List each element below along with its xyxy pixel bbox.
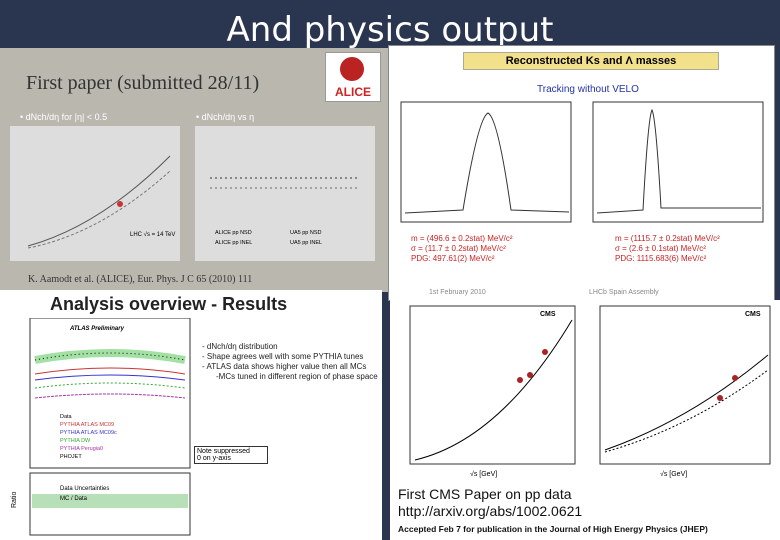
result: PDG: 1115.683(6) MeV/c² bbox=[615, 254, 707, 263]
plot-frame bbox=[409, 305, 576, 465]
fit bbox=[604, 354, 769, 451]
bullet-text: dNch/dη vs η bbox=[201, 112, 255, 122]
footer: 1st February 2010 bbox=[429, 289, 486, 296]
legend: Data PYTHIA ATLAS MC09 PYTHIA ATLAS MC09… bbox=[60, 414, 117, 460]
legend-entry: Data Uncertainties bbox=[60, 486, 109, 492]
result: σ = (2.6 ± 0.1stat) MeV/c² bbox=[615, 244, 706, 253]
legend-entry: PYTHIA ATLAS MC09c bbox=[60, 430, 117, 436]
results: m = (1115.7 ± 0.2stat) MeV/c² σ = (2.6 ±… bbox=[615, 234, 720, 264]
logo: ALICE bbox=[325, 52, 381, 102]
mass-plots bbox=[400, 101, 764, 223]
mc bbox=[34, 374, 186, 381]
heading: First CMS Paper on pp data bbox=[398, 486, 572, 502]
note-line: 0 on y-axis bbox=[197, 455, 231, 462]
plot-frame bbox=[29, 318, 191, 469]
label: ATLAS Preliminary bbox=[69, 326, 125, 332]
logo-text: ALICE bbox=[335, 85, 371, 99]
mc bbox=[34, 382, 186, 389]
legend-entry: UA5 pp INEL bbox=[290, 240, 322, 246]
bullets: - dNch/dη distribution - Shape agrees we… bbox=[202, 342, 378, 382]
mc bbox=[34, 393, 186, 399]
alice-panel: First paper (submitted 28/11) ALICE • dN… bbox=[0, 48, 388, 292]
legend-entry: UA5 pp NSD bbox=[290, 230, 322, 236]
link[interactable]: http://arxiv.org/abs/1002.0621 bbox=[398, 503, 583, 519]
bullet: -MCs tuned in different region of phase … bbox=[216, 372, 378, 381]
point bbox=[117, 201, 123, 207]
heading: Reconstructed Ks and Λ masses bbox=[463, 52, 719, 70]
point bbox=[542, 349, 548, 355]
bullet-text: dNch/dη for |η| < 0.5 bbox=[25, 112, 108, 122]
ratio-band bbox=[32, 494, 188, 508]
plot-bg bbox=[195, 126, 375, 261]
x-label: √s [GeV] bbox=[470, 470, 497, 478]
subheading: Tracking without VELO bbox=[537, 84, 639, 95]
heading: First paper (submitted 28/11) bbox=[26, 72, 260, 94]
legend-entry: PYTHIA DW bbox=[60, 438, 91, 444]
legend-entry: Data bbox=[60, 414, 73, 420]
plot-bg bbox=[10, 126, 180, 261]
note: Note suppressed 0 on y-axis bbox=[194, 446, 268, 464]
fit bbox=[414, 319, 573, 461]
legend-entry: PYTHIA Perugia0 bbox=[60, 446, 103, 452]
result: σ = (11.7 ± 0.2stat) MeV/c² bbox=[411, 244, 506, 253]
results: m = (496.6 ± 0.2stat) MeV/c² σ = (11.7 ±… bbox=[411, 234, 513, 264]
plot-frame bbox=[592, 101, 764, 223]
footer: LHCb Spain Assembly bbox=[589, 289, 659, 296]
alice-plots: LHC √s = 14 TeV ALICE pp NSD UA5 pp NSD … bbox=[10, 126, 375, 261]
result: m = (496.6 ± 0.2stat) MeV/c² bbox=[411, 234, 513, 243]
legend-entry: MC / Data bbox=[60, 496, 88, 502]
note-line: Note suppressed bbox=[197, 448, 250, 455]
citation: K. Aamodt et al. (ALICE), Eur. Phys. J C… bbox=[28, 274, 253, 285]
legend-entry: PYTHIA ATLAS MC09 bbox=[60, 422, 114, 428]
bullet: • dNch/dη vs η bbox=[196, 112, 255, 122]
bullet: - dNch/dη distribution bbox=[202, 342, 278, 351]
bullet: - Shape agrees well with some PYTHIA tun… bbox=[202, 352, 364, 361]
result: m = (1115.7 ± 0.2stat) MeV/c² bbox=[615, 234, 720, 243]
curve bbox=[27, 155, 171, 247]
cms-label: CMS bbox=[745, 311, 761, 318]
legend-entry: ALICE pp NSD bbox=[215, 230, 252, 236]
peak bbox=[596, 108, 761, 214]
curve bbox=[27, 170, 171, 249]
heading: Analysis overview - Results bbox=[50, 294, 288, 314]
logo-mark bbox=[340, 57, 364, 81]
point bbox=[517, 377, 523, 383]
legend-entry: PHOJET bbox=[60, 454, 82, 460]
lhcb-panel: Reconstructed Ks and Λ masses Tracking w… bbox=[388, 45, 775, 301]
point bbox=[717, 395, 723, 401]
point bbox=[527, 372, 533, 378]
fit bbox=[604, 369, 769, 453]
plot-frame bbox=[400, 101, 572, 223]
y-label: Ratio bbox=[11, 492, 18, 508]
result: PDG: 497.61(2) MeV/c² bbox=[411, 254, 495, 263]
cms-plots: CMS √s [GeV] CMS √s [GeV] bbox=[409, 305, 771, 478]
peak bbox=[404, 112, 570, 214]
plot-frame bbox=[599, 305, 771, 465]
annotation: LHC √s = 14 TeV bbox=[130, 231, 175, 238]
accepted: Accepted Feb 7 for publication in the Jo… bbox=[398, 524, 708, 534]
mc bbox=[34, 367, 186, 375]
atlas-panel: Analysis overview - Results ATLAS Prelim… bbox=[0, 290, 382, 540]
cms-panel: CMS √s [GeV] CMS √s [GeV] First CMS Pape… bbox=[390, 300, 780, 540]
legend-entry: ALICE pp INEL bbox=[215, 240, 252, 246]
atlas-plot: ATLAS Preliminary Data PYTHIA ATLAS MC09… bbox=[11, 318, 191, 536]
point bbox=[732, 375, 738, 381]
slide-title: And physics output bbox=[226, 10, 554, 48]
x-label: √s [GeV] bbox=[660, 470, 687, 478]
bullet: - ATLAS data shows higher value then all… bbox=[202, 362, 367, 371]
cms-label: CMS bbox=[540, 311, 556, 318]
bullet: • dNch/dη for |η| < 0.5 bbox=[20, 112, 108, 122]
band bbox=[34, 349, 186, 364]
